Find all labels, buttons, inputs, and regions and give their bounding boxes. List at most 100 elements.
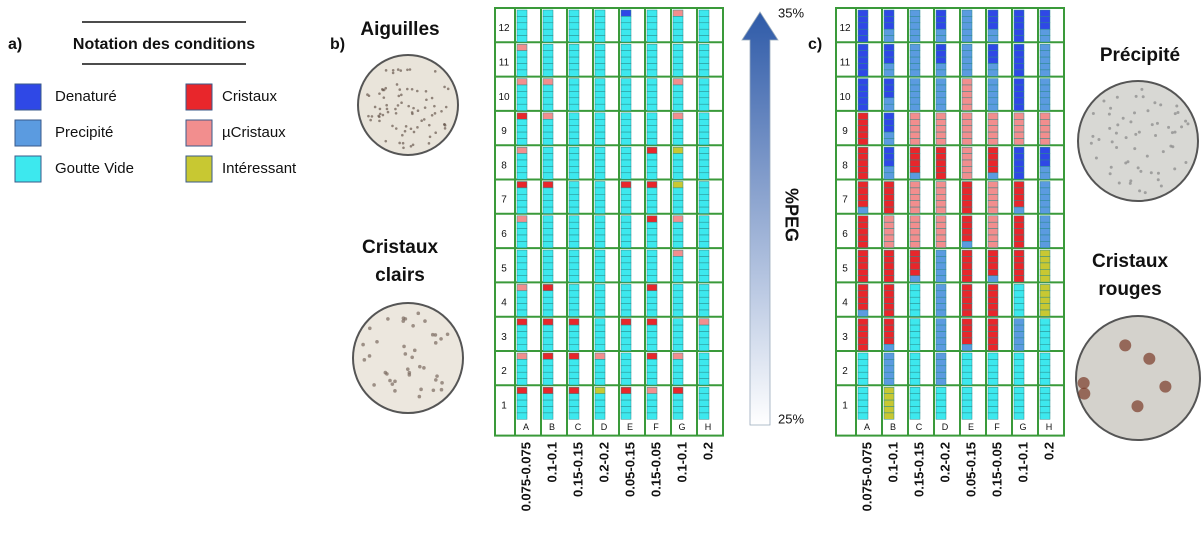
dish-spot — [1134, 94, 1138, 98]
well-cell — [542, 290, 554, 298]
well-cell — [698, 412, 710, 420]
well-cell — [594, 303, 606, 311]
well-cell — [672, 256, 684, 264]
dish-spot — [445, 332, 450, 337]
well-cell — [516, 337, 528, 345]
well-cell — [594, 365, 606, 373]
well-cell — [961, 97, 973, 105]
well-cell — [698, 9, 710, 17]
row-label: 3 — [501, 332, 507, 343]
dish-spot — [381, 87, 384, 91]
well-cell — [987, 181, 999, 189]
well-cell — [1039, 56, 1051, 64]
well-cell — [909, 393, 921, 401]
well-cell — [542, 228, 554, 236]
well-cell — [672, 387, 684, 394]
well-cell — [620, 50, 632, 58]
well-cell — [1039, 378, 1051, 386]
well-cell — [857, 296, 869, 304]
well-cell — [1013, 69, 1025, 77]
well-cell — [672, 103, 684, 111]
well-cell — [672, 78, 684, 86]
well-cell — [516, 228, 528, 236]
well-cell — [961, 387, 973, 394]
well-cell — [987, 344, 999, 351]
well-cell — [672, 9, 684, 17]
well-cell — [935, 125, 947, 133]
well-cell — [1039, 399, 1051, 407]
well-cell — [857, 63, 869, 71]
well-cell — [516, 331, 528, 339]
well-cell — [672, 269, 684, 276]
well-cell — [961, 290, 973, 298]
well-cell — [883, 125, 895, 133]
well-cell — [1013, 181, 1025, 189]
well-cell — [1039, 153, 1051, 161]
well-cell — [987, 50, 999, 58]
well-cell — [620, 103, 632, 111]
well-cell — [646, 84, 658, 92]
well-cell — [909, 84, 921, 92]
well-cell — [961, 324, 973, 332]
well-cell — [935, 331, 947, 339]
well-cell — [961, 399, 973, 407]
well-cell — [987, 256, 999, 264]
dish-spot — [398, 141, 401, 145]
well-cell — [883, 412, 895, 420]
well-cell — [961, 371, 973, 379]
well-cell — [568, 28, 580, 36]
well-cell — [620, 153, 632, 161]
well-cell — [698, 44, 710, 51]
well-cell — [961, 181, 973, 189]
well-cell — [987, 221, 999, 229]
well-cell — [909, 290, 921, 298]
dish-spot — [1119, 339, 1132, 352]
well-cell — [1013, 16, 1025, 24]
dish-spot — [443, 127, 447, 130]
well-cell — [909, 275, 921, 283]
well-cell — [961, 22, 973, 30]
plate — [835, 7, 1065, 437]
well-cell — [935, 194, 947, 201]
well-cell — [1039, 352, 1051, 360]
well-cell — [646, 91, 658, 99]
well-cell — [857, 393, 869, 401]
well-cell — [516, 125, 528, 133]
well-cell — [857, 172, 869, 180]
dish-spot — [378, 112, 382, 116]
well-cell — [672, 119, 684, 126]
well-cell — [620, 296, 632, 304]
well-cell — [672, 393, 684, 401]
well-cell — [698, 50, 710, 58]
well-cell — [883, 131, 895, 139]
dish-spot — [446, 87, 450, 91]
well-cell — [620, 35, 632, 43]
well-cell — [646, 97, 658, 105]
well-cell — [646, 262, 658, 270]
dish-spot — [401, 316, 406, 320]
well-cell — [672, 284, 684, 292]
well-cell — [542, 406, 554, 414]
well-cell — [1013, 344, 1025, 351]
well-cell — [698, 187, 710, 195]
well-cell — [568, 371, 580, 379]
well-cell — [883, 371, 895, 379]
dish-spot — [1109, 106, 1113, 110]
well-cell — [987, 399, 999, 407]
well-cell — [883, 91, 895, 99]
well-cell — [594, 234, 606, 242]
well-cell — [1039, 22, 1051, 30]
well-cell — [672, 131, 684, 139]
well-cell — [620, 387, 632, 394]
dish-spot — [394, 107, 397, 111]
row-label: 8 — [842, 160, 848, 171]
well-cell — [1039, 16, 1051, 24]
well-cell — [594, 9, 606, 17]
dish — [1077, 80, 1199, 202]
well-cell — [594, 215, 606, 223]
well-cell — [698, 228, 710, 236]
dish-spot — [1137, 130, 1141, 134]
well-cell — [883, 187, 895, 195]
condition-label: 0.15-0.15 — [570, 442, 585, 497]
well-cell — [542, 234, 554, 242]
